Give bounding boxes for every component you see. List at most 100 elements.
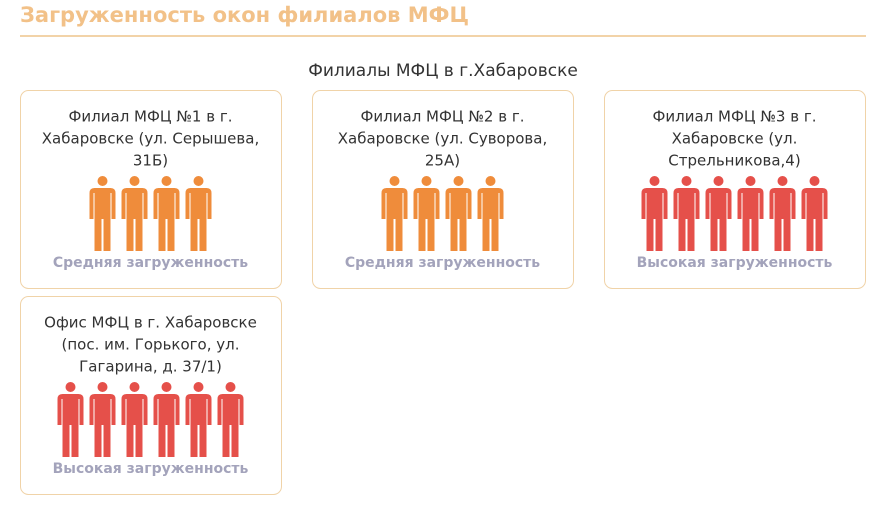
person-body <box>121 188 148 219</box>
person-leg <box>94 217 102 251</box>
person-body <box>413 188 440 219</box>
person-icon <box>801 176 828 251</box>
person-body <box>89 188 116 219</box>
person-leg <box>655 217 663 251</box>
person-leg <box>450 217 458 251</box>
person-leg <box>167 423 175 457</box>
person-head <box>129 176 140 186</box>
person-icon <box>121 382 148 457</box>
branch-name: Филиал МФЦ №2 в г. <box>361 108 525 126</box>
person-leg <box>135 217 143 251</box>
person-icon <box>445 176 472 251</box>
person-leg <box>103 217 111 251</box>
people-icons <box>57 382 244 457</box>
branch-name: Филиал МФЦ №3 в г. <box>653 108 817 126</box>
person-leg <box>687 217 695 251</box>
person-leg <box>751 217 759 251</box>
person-head <box>65 382 76 392</box>
person-body <box>381 188 408 219</box>
person-leg <box>158 217 166 251</box>
person-leg <box>774 217 782 251</box>
person-head <box>97 176 108 186</box>
person-icon <box>477 176 504 251</box>
person-icon <box>641 176 668 251</box>
person-body <box>705 188 732 219</box>
person-head <box>421 176 432 186</box>
person-leg <box>427 217 435 251</box>
person-leg <box>167 217 175 251</box>
person-head <box>809 176 820 186</box>
branch-card <box>20 90 282 289</box>
people-icons <box>641 176 828 251</box>
branch-name: Филиал МФЦ №1 в г. <box>69 108 233 126</box>
person-leg <box>719 217 727 251</box>
person-icon <box>121 176 148 251</box>
branch-name: 31Б) <box>133 152 168 170</box>
person-body <box>185 188 212 219</box>
person-head <box>713 176 724 186</box>
person-head <box>225 382 236 392</box>
branch-card <box>604 90 866 289</box>
person-head <box>193 176 204 186</box>
person-leg <box>158 423 166 457</box>
branch-name: (пос. им. Горького, ул. <box>62 336 240 354</box>
person-icon <box>381 176 408 251</box>
person-leg <box>126 217 134 251</box>
person-head <box>97 382 108 392</box>
person-body <box>121 394 148 425</box>
person-body <box>641 188 668 219</box>
branch-name: Хабаровске (ул. Серышева, <box>42 130 259 148</box>
person-body <box>153 394 180 425</box>
branch-name: Гагарина, д. 37/1) <box>79 358 222 376</box>
person-body <box>737 188 764 219</box>
branch-name: 25А) <box>425 152 460 170</box>
person-icon <box>185 382 212 457</box>
person-head <box>777 176 788 186</box>
person-leg <box>418 217 426 251</box>
branch-status: Высокая загруженность <box>53 461 249 477</box>
person-icon <box>737 176 764 251</box>
person-leg <box>482 217 490 251</box>
branch-name: Хабаровске (ул. <box>672 130 798 148</box>
branch-name: Хабаровске (ул. Суворова, <box>338 130 547 148</box>
branch-name: Стрельникова,4) <box>668 152 800 170</box>
person-head <box>453 176 464 186</box>
person-icon <box>153 382 180 457</box>
people-icons <box>381 176 504 251</box>
person-leg <box>491 217 499 251</box>
person-head <box>161 382 172 392</box>
person-leg <box>815 217 823 251</box>
person-icon <box>57 382 84 457</box>
person-icon <box>217 382 244 457</box>
person-leg <box>222 423 230 457</box>
person-leg <box>62 423 70 457</box>
person-leg <box>199 217 207 251</box>
person-icon <box>769 176 796 251</box>
person-icon <box>89 382 116 457</box>
person-body <box>57 394 84 425</box>
person-body <box>89 394 116 425</box>
person-leg <box>710 217 718 251</box>
person-head <box>161 176 172 186</box>
person-body <box>185 394 212 425</box>
person-leg <box>231 423 239 457</box>
person-head <box>649 176 660 186</box>
person-leg <box>783 217 791 251</box>
person-head <box>485 176 496 186</box>
person-leg <box>199 423 207 457</box>
branch-name: Офис МФЦ в г. Хабаровске <box>44 314 257 332</box>
person-leg <box>678 217 686 251</box>
person-body <box>477 188 504 219</box>
person-body <box>801 188 828 219</box>
person-leg <box>71 423 79 457</box>
person-icon <box>413 176 440 251</box>
person-head <box>129 382 140 392</box>
person-leg <box>103 423 111 457</box>
branch-status: Средняя загруженность <box>53 255 248 271</box>
person-leg <box>742 217 750 251</box>
person-body <box>217 394 244 425</box>
person-head <box>681 176 692 186</box>
section-title: Филиалы МФЦ в г.Хабаровске <box>308 61 578 81</box>
person-leg <box>126 423 134 457</box>
person-head <box>389 176 400 186</box>
